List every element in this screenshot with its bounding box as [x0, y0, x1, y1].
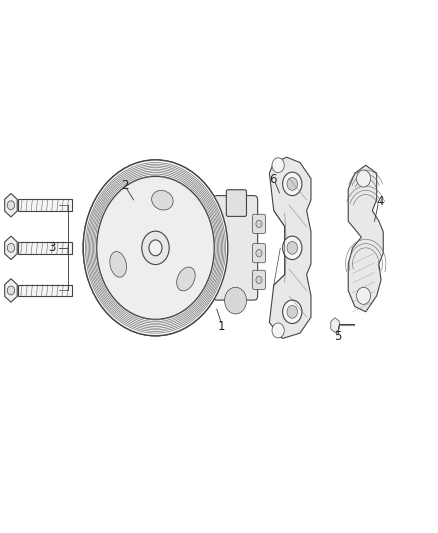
- Polygon shape: [5, 193, 17, 217]
- Circle shape: [149, 240, 162, 256]
- Circle shape: [283, 172, 302, 196]
- Circle shape: [256, 249, 262, 257]
- Circle shape: [283, 236, 302, 260]
- Circle shape: [272, 323, 284, 338]
- Text: 4: 4: [376, 195, 384, 208]
- FancyBboxPatch shape: [213, 196, 258, 300]
- Ellipse shape: [152, 190, 173, 210]
- Circle shape: [142, 231, 169, 264]
- FancyBboxPatch shape: [226, 190, 247, 216]
- Ellipse shape: [177, 267, 195, 291]
- Circle shape: [83, 160, 228, 336]
- Text: 1: 1: [217, 320, 225, 333]
- Polygon shape: [18, 242, 72, 254]
- Circle shape: [142, 231, 169, 264]
- Circle shape: [256, 220, 262, 228]
- Text: 2: 2: [121, 179, 129, 192]
- Circle shape: [7, 244, 14, 252]
- Circle shape: [272, 158, 284, 173]
- Polygon shape: [331, 318, 339, 333]
- Circle shape: [97, 176, 214, 319]
- Polygon shape: [18, 199, 72, 211]
- Circle shape: [287, 241, 297, 254]
- Circle shape: [83, 160, 228, 336]
- FancyBboxPatch shape: [252, 270, 265, 289]
- Polygon shape: [5, 236, 17, 260]
- Polygon shape: [5, 279, 17, 302]
- Circle shape: [7, 201, 14, 209]
- Ellipse shape: [177, 267, 195, 291]
- Polygon shape: [269, 157, 311, 338]
- Text: 3: 3: [48, 241, 55, 254]
- Circle shape: [287, 177, 297, 190]
- Ellipse shape: [110, 252, 127, 277]
- Text: 6: 6: [268, 173, 276, 185]
- Circle shape: [357, 287, 371, 304]
- Text: 5: 5: [335, 330, 342, 343]
- FancyBboxPatch shape: [252, 244, 265, 263]
- Circle shape: [256, 276, 262, 284]
- Circle shape: [283, 300, 302, 324]
- Circle shape: [97, 176, 214, 319]
- Circle shape: [149, 240, 162, 256]
- Ellipse shape: [110, 252, 127, 277]
- Circle shape: [7, 286, 14, 295]
- Circle shape: [225, 287, 247, 314]
- Polygon shape: [18, 285, 72, 296]
- Ellipse shape: [152, 190, 173, 210]
- Circle shape: [287, 305, 297, 318]
- FancyBboxPatch shape: [252, 214, 265, 233]
- Polygon shape: [348, 165, 383, 312]
- Circle shape: [357, 170, 371, 187]
- Circle shape: [87, 168, 217, 327]
